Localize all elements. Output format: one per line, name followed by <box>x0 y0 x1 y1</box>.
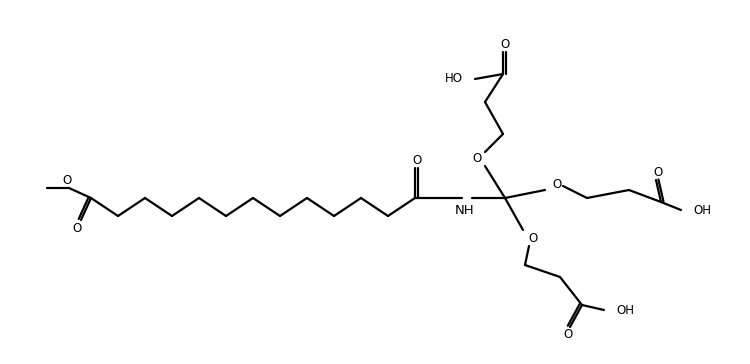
Text: O: O <box>552 178 562 190</box>
Text: O: O <box>563 328 573 341</box>
Text: O: O <box>653 166 663 178</box>
Text: O: O <box>62 174 72 186</box>
Text: O: O <box>528 232 538 245</box>
Text: O: O <box>500 37 510 51</box>
Text: O: O <box>72 222 82 234</box>
Text: NH: NH <box>455 203 475 217</box>
Text: O: O <box>413 154 422 166</box>
Text: OH: OH <box>693 203 711 217</box>
Text: O: O <box>472 151 482 165</box>
Text: HO: HO <box>445 72 463 86</box>
Text: OH: OH <box>616 304 634 317</box>
